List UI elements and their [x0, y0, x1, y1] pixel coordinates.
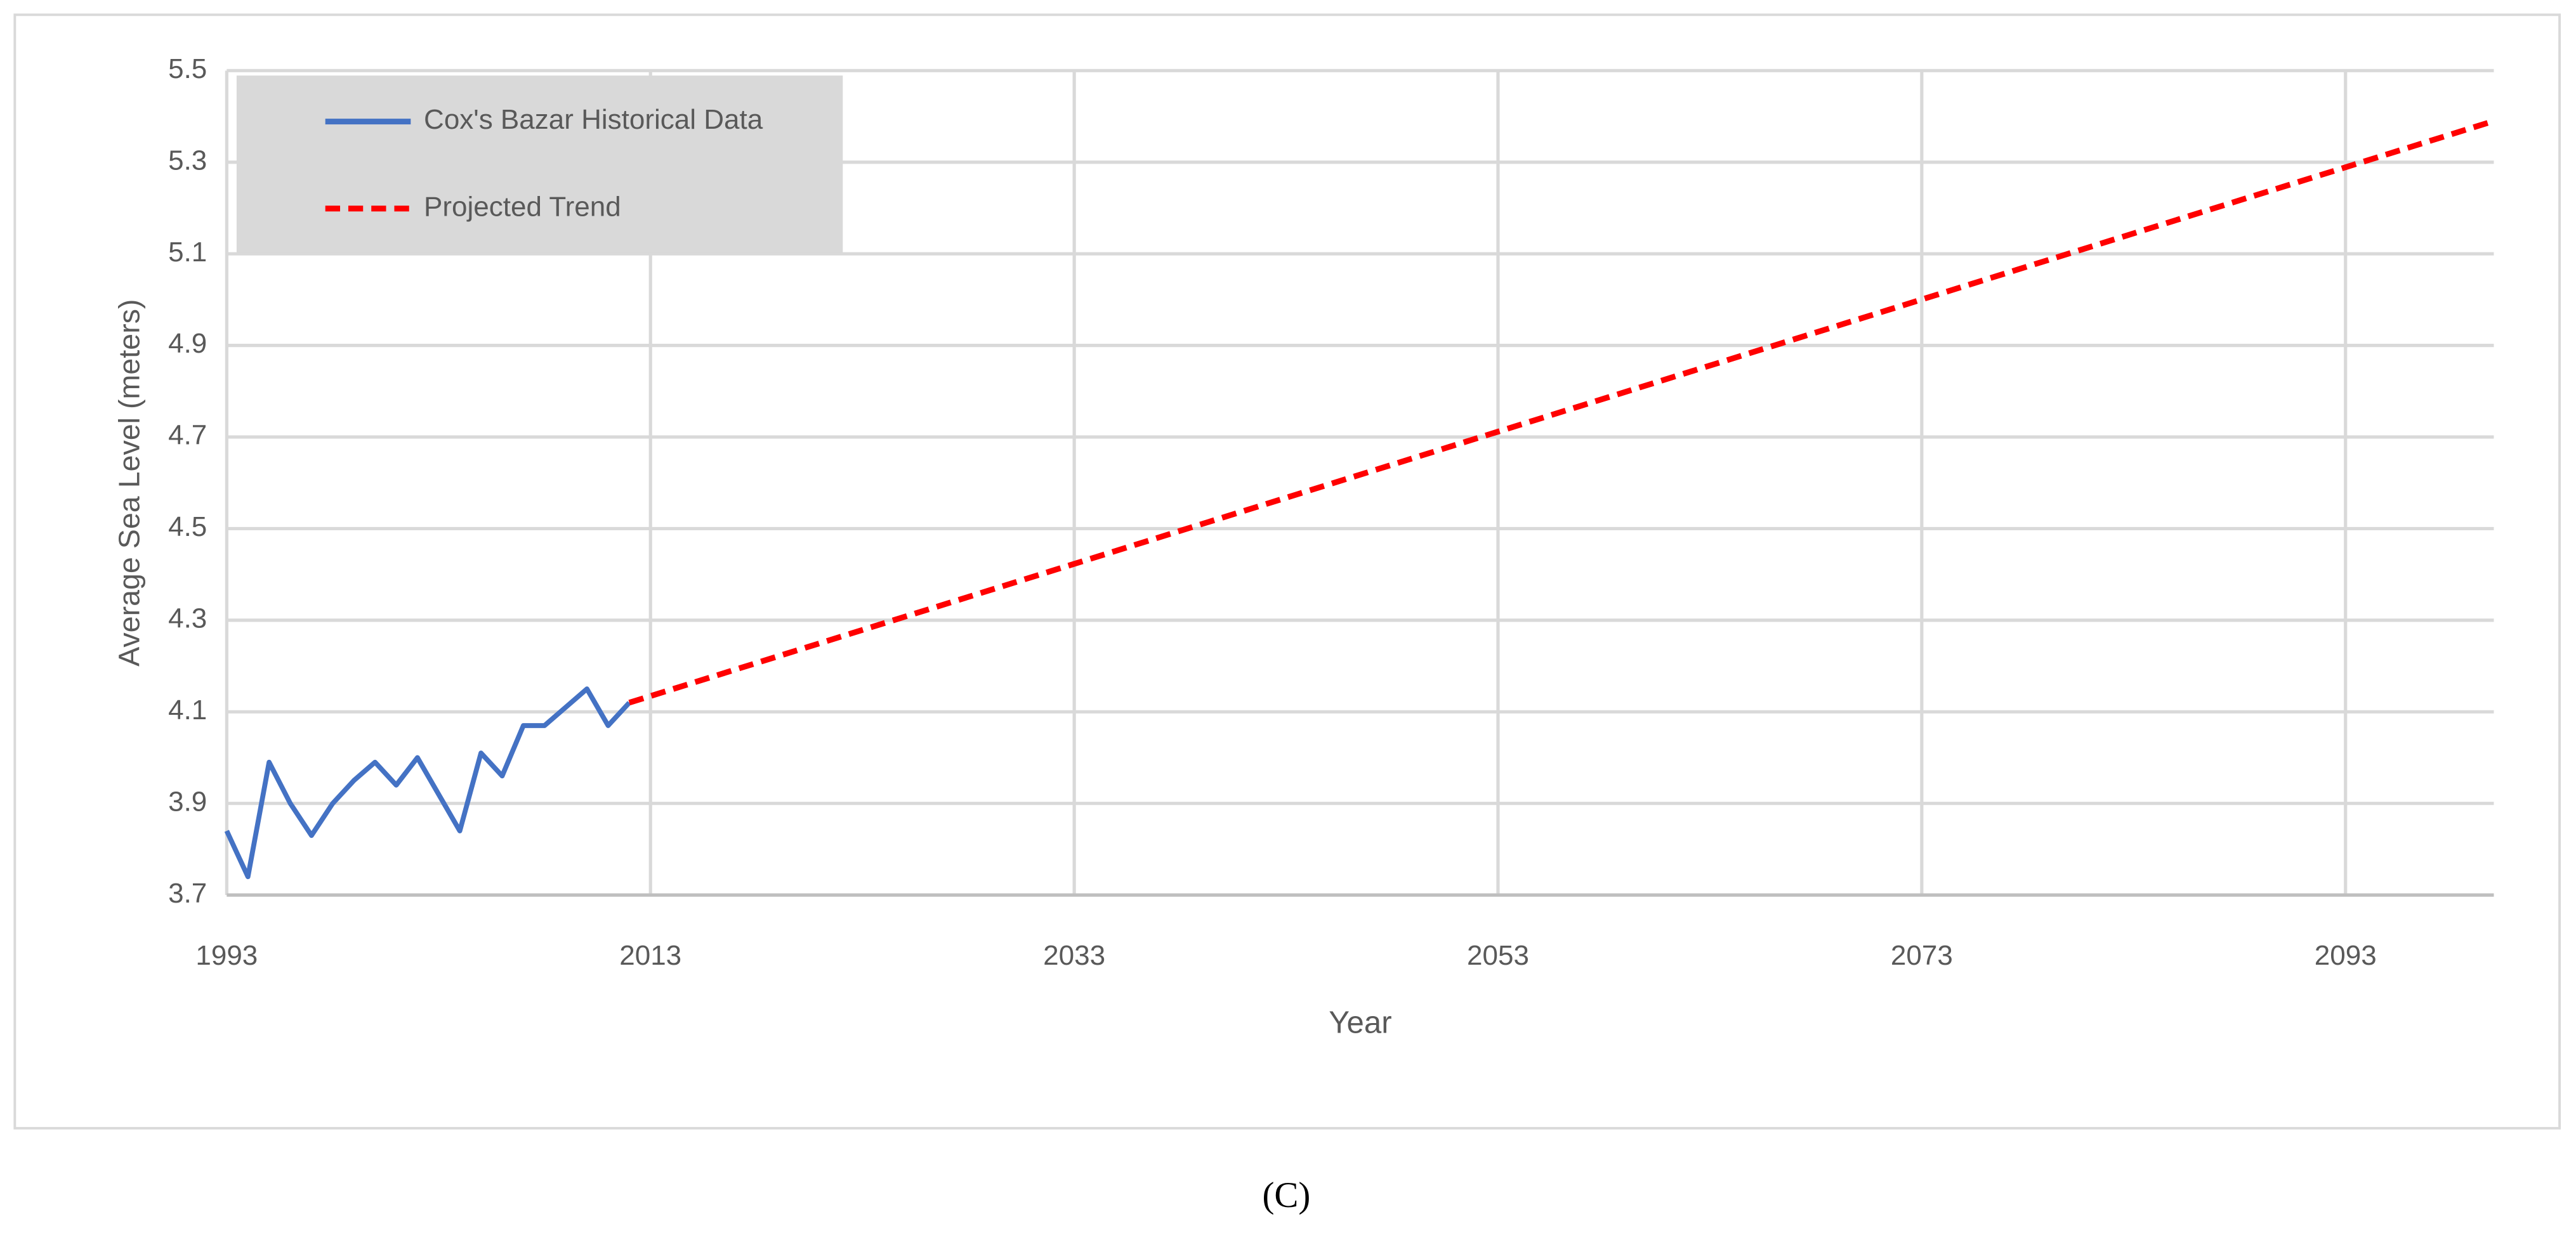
y-tick-label: 4.5 — [168, 511, 207, 542]
x-tick-label: 2033 — [1043, 940, 1105, 971]
x-tick-label: 2013 — [619, 940, 681, 971]
y-axis-title: Average Sea Level (meters) — [112, 299, 145, 667]
x-tick-label: 2053 — [1467, 940, 1529, 971]
legend-label: Projected Trend — [424, 191, 621, 222]
x-axis-title: Year — [1329, 1005, 1391, 1040]
x-tick-label: 1993 — [195, 940, 258, 971]
y-tick-label: 4.1 — [168, 695, 207, 726]
caption: (C) — [1262, 1175, 1310, 1215]
y-tick-label: 4.3 — [168, 603, 207, 634]
x-tick-label: 2093 — [2315, 940, 2377, 971]
y-tick-label: 5.3 — [168, 145, 207, 176]
y-tick-label: 3.9 — [168, 786, 207, 817]
y-tick-label: 3.7 — [168, 878, 207, 909]
legend-label: Cox's Bazar Historical Data — [424, 104, 763, 135]
x-tick-label: 2073 — [1891, 940, 1953, 971]
series-line — [628, 118, 2495, 706]
y-tick-label: 5.5 — [168, 53, 207, 84]
series-line — [224, 686, 631, 880]
y-tick-label: 5.1 — [168, 237, 207, 268]
y-tick-label: 4.7 — [168, 420, 207, 451]
legend-box — [236, 75, 843, 253]
y-tick-label: 4.9 — [168, 328, 207, 359]
